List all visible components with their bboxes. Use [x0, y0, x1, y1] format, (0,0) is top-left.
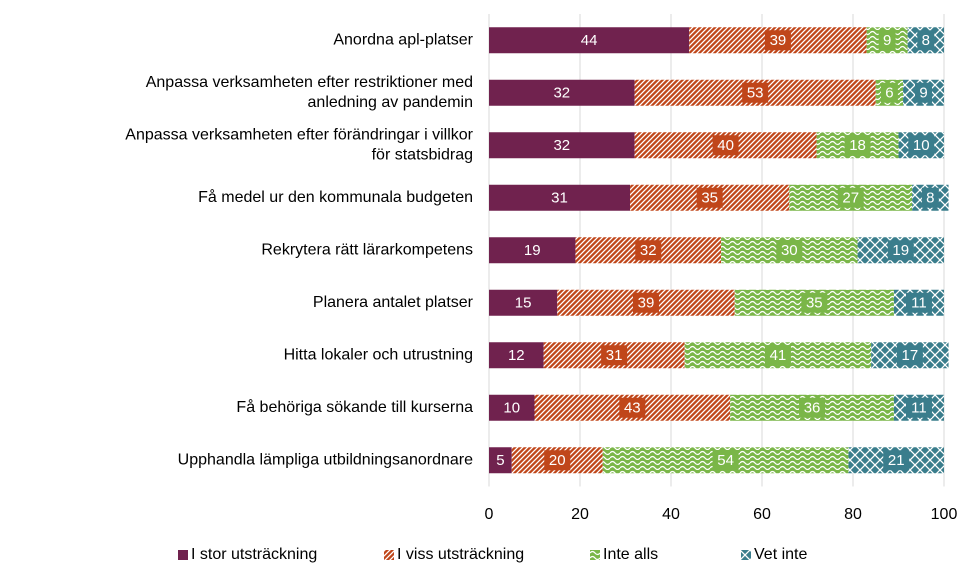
- label-bg: [742, 82, 769, 103]
- x-tick-label: 100: [931, 506, 958, 523]
- data-label: 44: [581, 32, 598, 49]
- label-bg: [576, 30, 603, 51]
- x-tick-label: 80: [844, 506, 862, 523]
- label-bg: [632, 292, 659, 313]
- label-bg: [921, 187, 939, 208]
- label-bg: [544, 450, 571, 471]
- legend-label: I viss utsträckning: [397, 546, 524, 563]
- x-tick-label: 20: [571, 506, 589, 523]
- data-label: 40: [717, 137, 734, 154]
- label-bg: [696, 187, 723, 208]
- label-bg: [880, 82, 898, 103]
- data-label: 12: [508, 347, 525, 364]
- legend-swatch: [741, 550, 751, 560]
- x-tick-label: 0: [485, 506, 494, 523]
- data-label: 20: [549, 452, 566, 469]
- category-label: Anpassa verksamheten efter restriktioner…: [146, 74, 473, 111]
- data-label: 27: [842, 190, 859, 207]
- data-label: 36: [804, 400, 821, 417]
- label-bg: [548, 82, 575, 103]
- label-bg: [548, 135, 575, 156]
- data-label: 54: [717, 452, 734, 469]
- data-label: 32: [553, 85, 570, 102]
- label-bg: [635, 240, 662, 261]
- data-label: 39: [770, 32, 787, 49]
- data-label: 39: [638, 295, 655, 312]
- label-bg: [601, 345, 628, 366]
- label-bg: [712, 135, 739, 156]
- category-label: Få behöriga sökande till kurserna: [236, 398, 473, 416]
- x-tick-label: 40: [662, 506, 680, 523]
- legend-swatch: [384, 550, 394, 560]
- category-label: Anordna apl-platser: [333, 31, 473, 48]
- data-label: 31: [606, 347, 623, 364]
- label-bg: [546, 187, 573, 208]
- label-bg: [510, 292, 537, 313]
- label-bg: [917, 30, 935, 51]
- label-bg: [905, 292, 932, 313]
- data-label: 11: [911, 400, 927, 417]
- data-label: 43: [624, 400, 641, 417]
- data-label: 6: [885, 85, 893, 102]
- data-label: 32: [640, 242, 657, 259]
- label-bg: [764, 30, 791, 51]
- legend-swatch: [590, 550, 600, 560]
- label-bg: [837, 187, 864, 208]
- label-bg: [801, 292, 828, 313]
- label-bg: [844, 135, 871, 156]
- data-label: 31: [551, 190, 568, 207]
- label-bg: [799, 397, 826, 418]
- data-label: 53: [747, 85, 764, 102]
- data-label: 41: [770, 347, 787, 364]
- data-label: 5: [496, 452, 504, 469]
- label-bg: [619, 397, 646, 418]
- category-label: Få medel ur den kommunala budgeten: [198, 188, 473, 206]
- data-label: 11: [911, 295, 927, 312]
- category-label: Planera antalet platser: [313, 294, 474, 311]
- label-bg: [491, 450, 509, 471]
- data-label: 19: [524, 242, 541, 259]
- category-label: Upphandla lämpliga utbildningsanordnare: [178, 451, 473, 468]
- label-bg: [498, 397, 525, 418]
- label-bg: [878, 30, 896, 51]
- category-label: Hitta lokaler och utrustning: [284, 346, 473, 363]
- data-label: 8: [926, 190, 934, 207]
- legend-swatch: [178, 550, 188, 560]
- legend-label: I stor utsträckning: [191, 546, 317, 563]
- label-bg: [908, 135, 935, 156]
- label-bg: [519, 240, 546, 261]
- data-label: 10: [503, 400, 520, 417]
- data-label: 35: [806, 295, 823, 312]
- legend-label: Vet inte: [754, 546, 807, 563]
- label-bg: [883, 450, 910, 471]
- label-bg: [905, 397, 932, 418]
- x-tick-label: 60: [753, 506, 771, 523]
- data-label: 19: [892, 242, 909, 259]
- category-label: Rekrytera rätt lärarkompetens: [261, 241, 473, 258]
- data-label: 10: [913, 137, 930, 154]
- category-label: Anpassa verksamheten efter förändringar …: [125, 126, 473, 163]
- label-bg: [887, 240, 914, 261]
- data-label: 17: [902, 347, 919, 364]
- label-bg: [896, 345, 923, 366]
- legend-label: Inte alls: [603, 546, 658, 563]
- data-label: 35: [701, 190, 718, 207]
- data-label: 32: [553, 137, 570, 154]
- data-label: 8: [922, 32, 930, 49]
- data-label: 9: [883, 32, 891, 49]
- data-label: 18: [849, 137, 866, 154]
- data-label: 15: [515, 295, 532, 312]
- label-bg: [503, 345, 530, 366]
- label-bg: [764, 345, 791, 366]
- data-label: 9: [919, 85, 927, 102]
- label-bg: [915, 82, 933, 103]
- label-bg: [712, 450, 739, 471]
- data-label: 30: [781, 242, 798, 259]
- data-label: 21: [888, 452, 905, 469]
- label-bg: [776, 240, 803, 261]
